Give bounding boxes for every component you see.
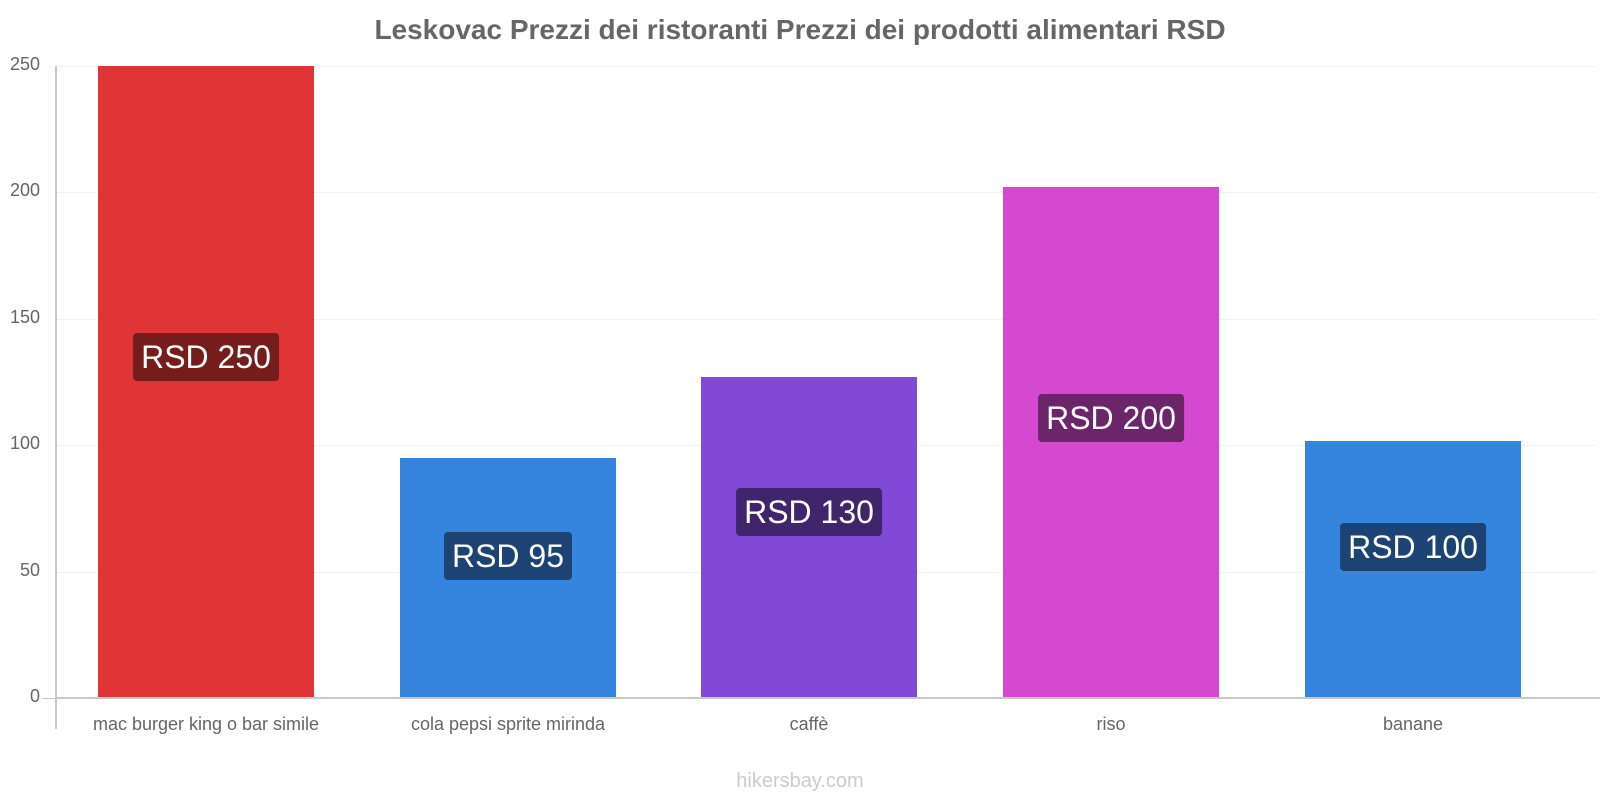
- bar-value-label: RSD 200: [1038, 394, 1184, 442]
- y-tick-label: 100: [9, 433, 40, 453]
- y-tick-label: 250: [9, 54, 40, 74]
- gridline: [56, 66, 1596, 67]
- x-tick-label: riso: [1096, 714, 1126, 734]
- gridline: [56, 192, 1596, 193]
- y-tick-mark: [42, 698, 56, 699]
- bar-riso[interactable]: RSD 200: [1003, 187, 1219, 698]
- chart-title: Leskovac Prezzi dei ristoranti Prezzi de…: [374, 14, 1226, 45]
- bar-value-label: RSD 100: [1340, 523, 1486, 571]
- bar-mac-burger-king[interactable]: RSD 250: [98, 66, 314, 698]
- x-axis-line: [56, 697, 1600, 699]
- x-tick-label: banane: [1382, 714, 1444, 734]
- bar-value-label: RSD 250: [133, 333, 279, 381]
- bar-banane[interactable]: RSD 100: [1305, 441, 1521, 698]
- y-axis-line: [55, 66, 57, 729]
- bar-caffe[interactable]: RSD 130: [701, 377, 917, 698]
- gridline: [56, 319, 1596, 320]
- x-tick-label: cola pepsi sprite mirinda: [410, 714, 606, 734]
- x-tick-label: caffè: [789, 714, 829, 734]
- y-tick-label: 0: [29, 686, 40, 706]
- y-tick-label: 50: [19, 560, 40, 580]
- x-tick-label: mac burger king o bar simile: [92, 714, 320, 734]
- bar-value-label: RSD 95: [443, 532, 573, 580]
- bar-value-label: RSD 130: [736, 488, 882, 536]
- bar-cola-pepsi-sprite-mirinda[interactable]: RSD 95: [400, 458, 616, 698]
- y-tick-label: 150: [9, 307, 40, 327]
- source-watermark: hikersbay.com: [736, 770, 864, 792]
- y-tick-label: 200: [9, 180, 40, 200]
